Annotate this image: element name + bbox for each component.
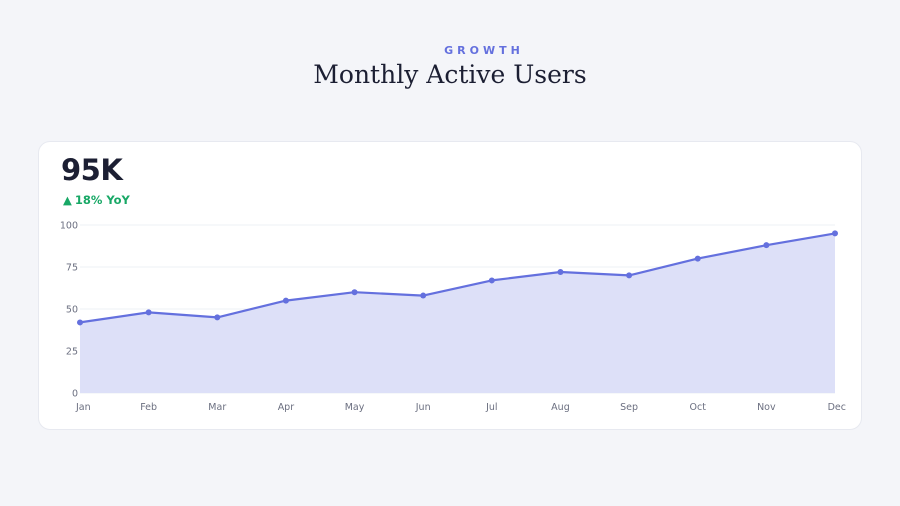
x-tick-label: Aug (551, 402, 570, 413)
y-tick-label: 100 (60, 221, 78, 232)
y-tick-label: 25 (66, 347, 78, 358)
data-point (557, 269, 564, 276)
series-line (79, 232, 836, 324)
data-point (214, 314, 221, 321)
x-tick-label: Nov (757, 402, 776, 413)
x-tick-label: Apr (278, 402, 295, 413)
x-tick-label: May (345, 402, 365, 413)
area-chart: 0 25 50 75 100 Jan Feb Mar Apr May Jun Jul Aug Sep Oc… (60, 221, 846, 414)
x-tick-label: Jun (415, 402, 431, 413)
page-title: Monthly Active Users (313, 60, 587, 89)
data-point (763, 242, 770, 249)
y-tick-label: 50 (66, 305, 78, 316)
data-point (488, 277, 495, 284)
area-layer (80, 233, 835, 393)
y-axis: 0 25 50 75 100 (60, 221, 78, 400)
x-tick-label: Oct (690, 402, 707, 413)
y-tick-label: 75 (66, 263, 78, 274)
kpi-delta: ▲ 18% YoY (63, 193, 130, 207)
x-tick-label: Dec (828, 402, 846, 413)
kpi-delta-text: 18% YoY (74, 193, 130, 207)
series-area (80, 233, 835, 393)
x-axis: Jan Feb Mar Apr May Jun Jul Aug Sep Oct Nov Dec (75, 402, 846, 413)
kpi-value: 95K (61, 153, 123, 187)
x-tick-label: Jul (485, 402, 497, 413)
data-point (351, 289, 358, 296)
y-tick-label: 0 (72, 389, 78, 400)
data-point (420, 292, 427, 299)
section-eyebrow: GROWTH (444, 44, 524, 57)
data-point (77, 319, 83, 326)
data-point (282, 297, 289, 304)
x-tick-label: Mar (208, 402, 226, 413)
x-tick-label: Feb (140, 402, 157, 413)
x-tick-label: Jan (75, 402, 91, 413)
point-layer (77, 230, 838, 326)
line-layer (79, 232, 836, 324)
trend-up-icon: ▲ (63, 193, 72, 207)
data-point (694, 255, 701, 262)
data-point (145, 309, 152, 316)
data-point (626, 272, 633, 279)
data-point (832, 230, 838, 237)
x-tick-label: Sep (620, 402, 638, 413)
